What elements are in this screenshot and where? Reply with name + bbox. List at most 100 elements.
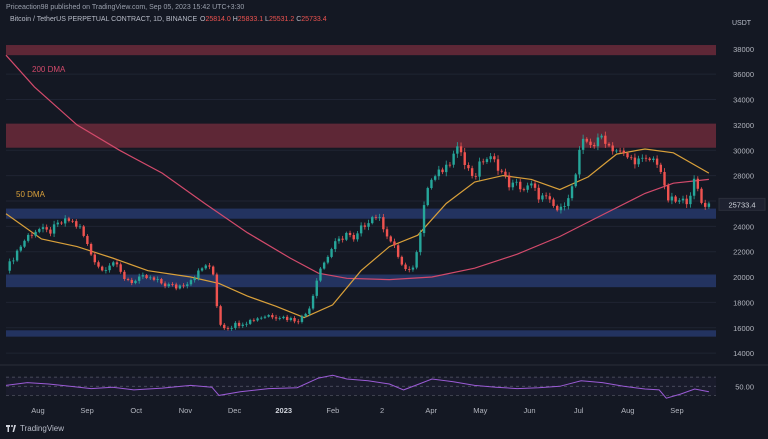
chart-header: Priceaction98 published on TradingView.c… xyxy=(0,0,768,26)
candle-body xyxy=(256,318,259,321)
candle-body xyxy=(97,262,100,267)
candle-body xyxy=(71,220,74,222)
candle-body xyxy=(304,313,307,317)
support-zone-2 xyxy=(6,208,716,219)
support-zone-4 xyxy=(6,330,716,337)
candle-body xyxy=(19,246,22,251)
candle-body xyxy=(89,244,93,255)
price-chart[interactable]: 200 DMA 50 DMA 14000 16000 18000 20000 22000 24… xyxy=(0,26,768,422)
candle-body xyxy=(596,137,600,147)
candle-body xyxy=(45,227,48,230)
candle-body xyxy=(474,175,478,177)
candle-body xyxy=(522,189,526,191)
candle-body xyxy=(500,170,503,172)
x-tick-label-5: 2023 xyxy=(275,406,292,415)
candle-body xyxy=(607,143,611,146)
annotation-50-dma: 50 DMA xyxy=(16,190,46,199)
candle-body xyxy=(300,316,304,322)
candle-body xyxy=(263,316,267,318)
candle-body xyxy=(345,232,348,240)
candles xyxy=(8,131,711,331)
y-tick-label-10: 34000 xyxy=(733,96,754,105)
candle-body xyxy=(100,266,104,271)
candle-body xyxy=(67,218,71,221)
symbol-title[interactable]: Bitcoin / TetherUS PERPETUAL CONTRACT, 1… xyxy=(10,16,198,23)
candle-body xyxy=(167,284,170,287)
currency-unit[interactable]: USDT xyxy=(732,20,752,27)
candle-body xyxy=(422,205,426,234)
candle-body xyxy=(293,318,296,322)
candle-body xyxy=(359,225,363,234)
y-tick-label-5: 24000 xyxy=(733,222,754,231)
candle-body xyxy=(163,283,167,287)
candle-body xyxy=(581,138,585,150)
candle-body xyxy=(700,188,703,203)
candle-body xyxy=(230,327,233,329)
candle-body xyxy=(441,169,444,173)
candle-body xyxy=(519,181,522,190)
candle-body xyxy=(689,195,692,205)
candle-body xyxy=(618,150,622,152)
candle-body xyxy=(63,218,67,224)
candle-body xyxy=(641,157,644,159)
candle-body xyxy=(41,227,45,230)
candle-body xyxy=(93,254,96,263)
candle-body xyxy=(667,185,670,201)
candle-body xyxy=(559,206,563,211)
candle-body xyxy=(252,319,256,321)
candle-body xyxy=(389,236,392,242)
candle-body xyxy=(655,158,659,165)
candle-body xyxy=(119,264,122,272)
candle-body xyxy=(411,267,415,270)
candle-body xyxy=(178,285,182,289)
support-zone-3 xyxy=(6,274,716,288)
candle-body xyxy=(670,196,674,201)
candle-body xyxy=(30,234,34,236)
tradingview-logo-icon xyxy=(6,424,16,432)
candle-body xyxy=(707,203,711,207)
candle-body xyxy=(404,264,407,270)
candle-body xyxy=(241,324,244,326)
y-tick-label-0: 14000 xyxy=(733,349,754,358)
candle-body xyxy=(644,157,648,159)
candle-body xyxy=(374,217,378,218)
candle-body xyxy=(156,279,159,280)
footer-brand: TradingView xyxy=(20,424,65,433)
candle-body xyxy=(237,322,241,326)
candle-body xyxy=(511,182,515,188)
candle-body xyxy=(315,280,318,296)
candle-body xyxy=(400,256,404,265)
candle-body xyxy=(141,275,145,277)
x-tick-label-3: Nov xyxy=(179,406,193,415)
x-tick-label-7: 2 xyxy=(380,406,384,415)
candle-body xyxy=(548,196,552,200)
candle-body xyxy=(419,233,422,253)
candle-body xyxy=(467,165,470,169)
candle-body xyxy=(182,285,185,287)
candle-body xyxy=(385,229,389,237)
x-tick-label-9: May xyxy=(473,406,487,415)
candle-body xyxy=(322,262,326,269)
candle-body xyxy=(245,323,248,325)
candle-body xyxy=(326,256,330,263)
y-tick-label-9: 32000 xyxy=(733,121,754,130)
candle-body xyxy=(334,241,337,250)
candle-body xyxy=(470,168,474,176)
candle-body xyxy=(544,195,548,197)
candle-body xyxy=(459,146,463,153)
candle-body xyxy=(593,145,596,147)
candle-body xyxy=(78,226,82,228)
y-tick-label-7: 28000 xyxy=(733,172,754,181)
candle-body xyxy=(678,200,681,202)
candle-body xyxy=(274,317,278,319)
candle-body xyxy=(515,181,518,183)
candle-body xyxy=(633,157,637,165)
x-tick-label-13: Sep xyxy=(670,406,683,415)
footer: TradingView xyxy=(6,424,64,433)
candle-body xyxy=(352,234,355,240)
candle-body xyxy=(271,315,274,318)
candle-body xyxy=(115,262,119,265)
high-label: H xyxy=(232,16,238,23)
candle-body xyxy=(382,217,385,230)
candle-body xyxy=(285,316,289,321)
